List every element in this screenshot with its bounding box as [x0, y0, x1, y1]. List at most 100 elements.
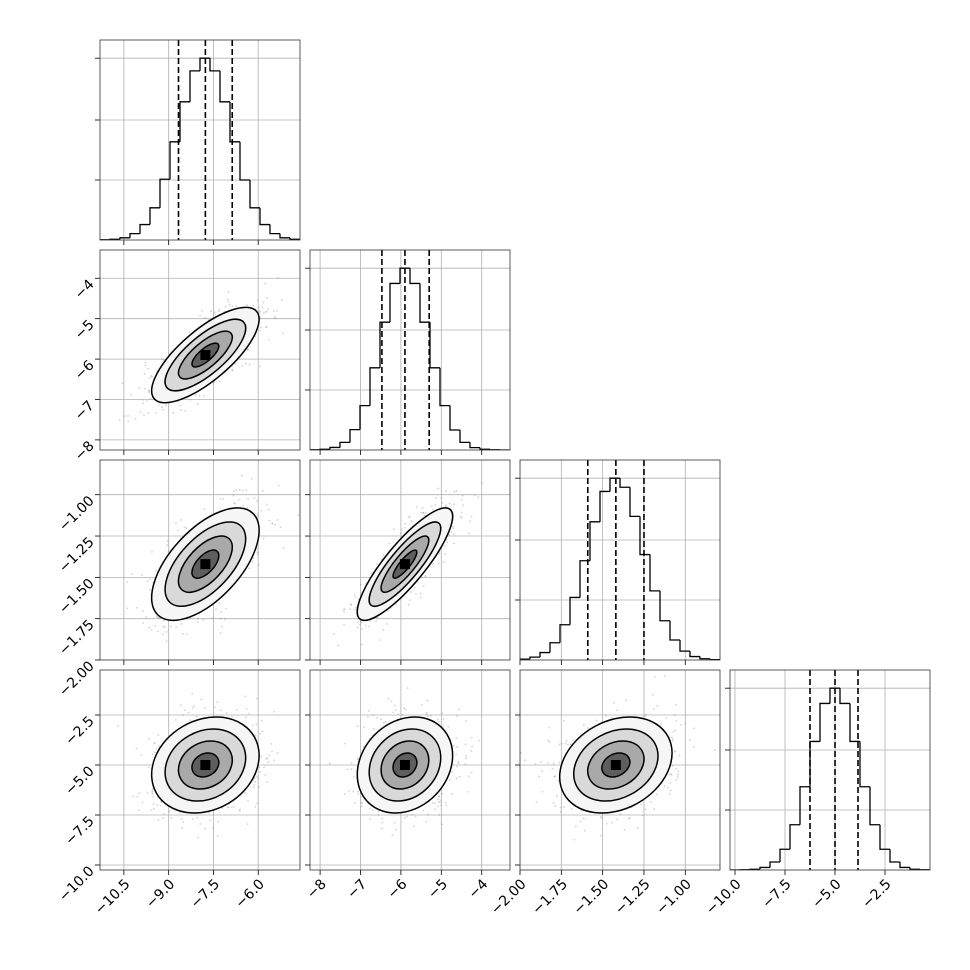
point: [360, 643, 363, 646]
point: [147, 412, 150, 414]
point: [196, 621, 199, 623]
point: [182, 632, 184, 635]
point: [264, 774, 267, 776]
point: [217, 310, 220, 313]
point: [132, 795, 135, 798]
point: [151, 787, 154, 790]
point: [349, 608, 352, 610]
point: [560, 742, 563, 745]
hist-bin: [549, 642, 560, 653]
point: [481, 482, 484, 485]
point: [197, 836, 200, 839]
point: [282, 546, 285, 549]
point: [670, 774, 673, 776]
point: [274, 317, 277, 320]
hist-bin: [419, 283, 430, 323]
panel-frame: [309, 249, 511, 451]
point: [554, 805, 557, 808]
point: [230, 806, 233, 809]
point: [184, 709, 186, 712]
point: [232, 494, 235, 497]
hist-bin: [249, 180, 260, 209]
point: [232, 805, 235, 808]
point: [381, 817, 383, 820]
point: [213, 381, 216, 383]
hist-bin: [639, 516, 650, 556]
point: [384, 721, 387, 723]
hist-bin: [809, 740, 820, 787]
point: [255, 697, 258, 700]
point: [191, 692, 194, 695]
point: [250, 477, 253, 480]
point: [272, 310, 275, 313]
point: [179, 404, 182, 407]
y-tick-label: −7.5: [62, 813, 97, 848]
point: [142, 622, 144, 625]
point: [553, 775, 556, 778]
hist-bin: [399, 267, 410, 284]
point: [440, 799, 443, 802]
hist-bin: [839, 688, 850, 705]
hist-bin: [429, 322, 440, 369]
point: [587, 727, 589, 730]
point: [464, 757, 467, 760]
point: [234, 502, 236, 505]
point: [256, 802, 259, 805]
point: [256, 500, 258, 502]
point: [359, 583, 362, 586]
point: [470, 515, 473, 518]
hist-bin: [619, 478, 630, 488]
point: [354, 596, 357, 598]
point: [260, 509, 263, 512]
point: [218, 308, 221, 311]
point: [468, 532, 470, 535]
point: [426, 715, 429, 718]
point: [217, 820, 220, 823]
x-tick-label: −1.50: [571, 876, 613, 918]
density-peak: [200, 760, 211, 770]
hist-bin: [899, 862, 910, 869]
point: [258, 306, 260, 308]
point: [444, 490, 447, 493]
point: [247, 348, 250, 351]
point: [434, 497, 437, 499]
point: [152, 803, 155, 805]
point: [126, 607, 129, 610]
point: [357, 793, 360, 795]
point: [220, 610, 223, 613]
point: [260, 719, 263, 722]
hist-bin: [699, 656, 710, 660]
point: [266, 311, 269, 313]
point: [256, 551, 259, 554]
point: [675, 703, 678, 706]
point: [534, 763, 537, 766]
point: [157, 617, 160, 619]
point: [377, 813, 380, 816]
hist-bin: [369, 367, 380, 406]
point: [218, 602, 221, 605]
point: [147, 766, 150, 769]
y-tick-label: −1.00: [56, 493, 98, 535]
point: [246, 823, 249, 826]
point: [388, 542, 391, 545]
y-tick-label: −4: [72, 277, 98, 303]
point: [135, 606, 138, 609]
point: [363, 726, 365, 729]
point: [152, 795, 155, 798]
point: [579, 820, 582, 823]
point: [386, 623, 389, 625]
point: [265, 326, 267, 329]
point: [343, 623, 345, 626]
point: [364, 624, 367, 627]
point: [403, 816, 406, 819]
panel: [520, 460, 720, 660]
point: [271, 522, 274, 525]
point: [406, 687, 409, 690]
panel-frame: [519, 669, 721, 871]
point: [144, 361, 147, 364]
point: [456, 765, 458, 768]
point: [442, 725, 445, 728]
point: [564, 742, 567, 745]
point: [267, 338, 270, 341]
